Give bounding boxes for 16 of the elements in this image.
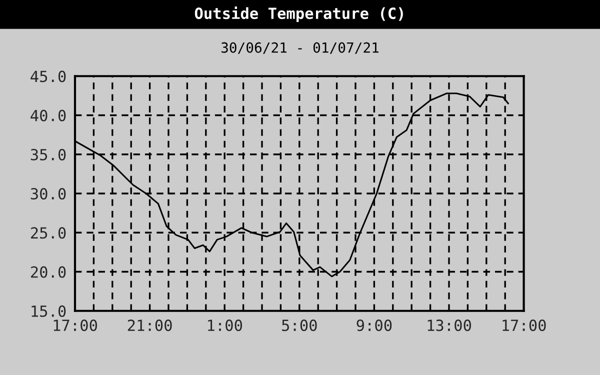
y-tick-label: 20.0 bbox=[31, 266, 66, 278]
x-tick-label: 1:00 bbox=[208, 320, 242, 332]
y-tick-label: 40.0 bbox=[30, 110, 66, 122]
y-tick-label: 45.0 bbox=[30, 70, 66, 82]
chart-subtitle: 30/06/21 - 01/07/21 bbox=[221, 42, 378, 54]
x-tick-label: 21:00 bbox=[128, 320, 172, 332]
y-tick-label: 30.0 bbox=[30, 188, 66, 200]
x-tick-label: 17:00 bbox=[502, 320, 546, 332]
x-tick-label: 17:00 bbox=[54, 320, 98, 332]
y-tick-label: 15.0 bbox=[32, 305, 66, 317]
x-tick-label: 13:00 bbox=[428, 320, 472, 332]
y-tick-label: 25.0 bbox=[31, 227, 66, 239]
y-tick-label: 35.0 bbox=[30, 148, 66, 160]
x-tick-label: 5:00 bbox=[282, 320, 317, 332]
chart-title: Outside Temperature (C) bbox=[194, 6, 403, 22]
x-tick-label: 9:00 bbox=[356, 320, 392, 332]
